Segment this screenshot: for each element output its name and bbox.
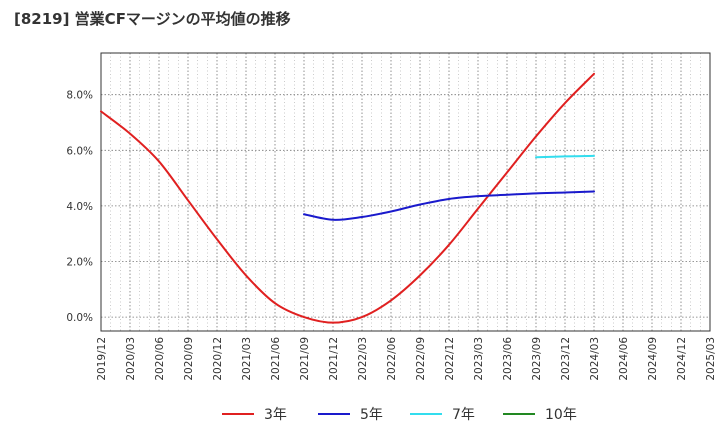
x-tick-label: 2024/09 [647, 337, 659, 381]
x-tick-label: 2019/12 [96, 337, 108, 381]
x-tick-label: 2024/03 [589, 337, 601, 381]
series-line-2 [535, 154, 595, 159]
chart-title: [8219] 営業CFマージンの平均値の推移 [14, 10, 291, 28]
x-tick-label: 2023/03 [473, 337, 485, 381]
series-line-1 [303, 190, 595, 221]
series-layer [100, 72, 595, 324]
x-tick-label: 2020/12 [212, 337, 224, 381]
x-tick-label: 2025/03 [705, 337, 717, 381]
legend-label-3: 10年 [545, 407, 577, 423]
legend-label-1: 5年 [360, 407, 383, 423]
x-tick-label: 2021/03 [241, 337, 253, 381]
y-tick-label: 4.0% [66, 201, 93, 213]
x-tick-label: 2023/06 [502, 337, 514, 381]
series-line-0 [100, 72, 595, 324]
label-layer: 2019/12 2020/03 2020/06 2020/09 2020/12 2021/… [66, 90, 717, 381]
y-tick-label: 8.0% [66, 90, 93, 102]
x-tick-label: 2020/03 [125, 337, 137, 381]
x-tick-label: 2022/06 [386, 337, 398, 381]
legend-label-2: 7年 [452, 407, 475, 423]
x-tick-label: 2022/12 [444, 337, 456, 381]
x-tick-label: 2024/06 [618, 337, 630, 381]
y-tick-label: 6.0% [66, 145, 93, 157]
legend-label-0: 3年 [264, 407, 287, 423]
x-tick-label: 2022/03 [357, 337, 369, 381]
legend-layer: 3年 5年 7年 10年 [222, 407, 577, 423]
y-tick-label: 2.0% [66, 257, 93, 269]
y-tick-label: 0.0% [66, 312, 93, 324]
x-tick-label: 2023/12 [560, 337, 572, 381]
grid-layer [101, 53, 710, 331]
x-tick-label: 2022/09 [415, 337, 427, 381]
x-tick-label: 2024/12 [676, 337, 688, 381]
x-tick-label: 2021/06 [270, 337, 282, 381]
axis-layer [100, 52, 711, 332]
x-tick-label: 2023/09 [531, 337, 543, 381]
x-tick-label: 2021/12 [328, 337, 340, 381]
x-tick-label: 2021/09 [299, 337, 311, 381]
x-tick-label: 2020/06 [154, 337, 166, 381]
x-tick-label: 2020/09 [183, 337, 195, 381]
plot-area [100, 52, 711, 332]
